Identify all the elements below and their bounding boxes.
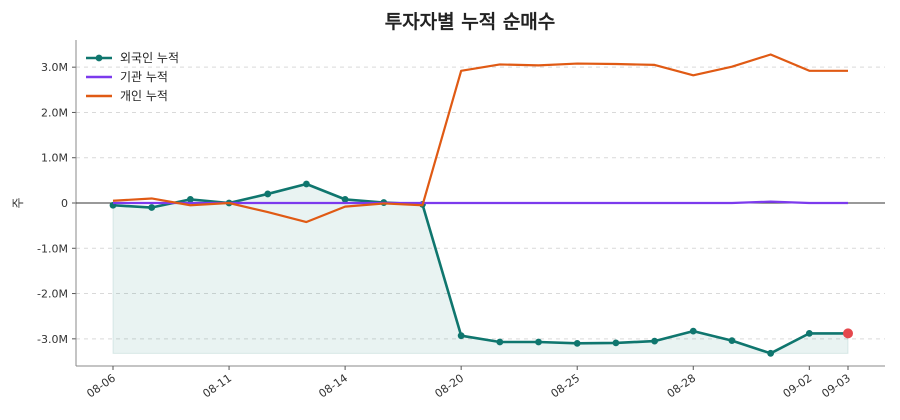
y-axis-label: 주 xyxy=(11,197,25,208)
legend-marker xyxy=(95,54,103,62)
y-tick-label: 1.0M xyxy=(41,152,68,165)
series-lines xyxy=(109,53,853,357)
data-point xyxy=(767,349,775,357)
data-point xyxy=(573,339,581,347)
x-tick-label: 09-02 xyxy=(781,372,815,401)
x-tick-label: 08-25 xyxy=(549,372,583,401)
legend-label: 개인 누적 xyxy=(120,89,168,103)
x-tick-label: 08-11 xyxy=(200,372,234,401)
data-point xyxy=(689,327,697,335)
x-tick-label: 08-06 xyxy=(84,372,118,401)
y-tick-label: 2.0M xyxy=(41,106,68,119)
x-tick-labels: 08-06 08-11 08-14 08-20 08-25 08-28 09-02 09-03 xyxy=(84,372,853,401)
y-tick-label: -3.0M xyxy=(37,333,68,346)
y-tick-labels: 3.0M 2.0M 1.0M 0 -1.0M -2.0M -3.0M xyxy=(37,61,68,346)
chart-title: 투자자별 누적 순매수 xyxy=(385,11,556,33)
data-point xyxy=(496,338,504,346)
y-tick-label: -2.0M xyxy=(37,288,68,301)
series-fills xyxy=(112,183,849,354)
y-tick-label: -1.0M xyxy=(37,242,68,255)
data-point xyxy=(341,195,349,203)
x-tick-label: 09-03 xyxy=(819,372,853,401)
data-point xyxy=(651,337,658,345)
x-tick-label: 08-14 xyxy=(316,372,350,401)
data-point xyxy=(264,190,272,198)
legend-label: 기관 누적 xyxy=(120,70,168,84)
y-tick-label: 0 xyxy=(61,197,68,210)
series-fill-area xyxy=(112,183,849,354)
series-line xyxy=(112,182,848,355)
data-point xyxy=(457,332,465,340)
last-point-marker xyxy=(843,328,853,339)
x-tick-label: 08-28 xyxy=(665,372,699,401)
data-point xyxy=(148,204,156,211)
y-tick-label: 3.0M xyxy=(41,61,68,74)
data-point xyxy=(535,338,542,346)
data-point xyxy=(186,195,194,203)
series-line xyxy=(113,200,848,205)
data-point xyxy=(728,337,736,345)
legend-label: 외국인 누적 xyxy=(120,51,179,65)
data-point xyxy=(805,330,813,337)
data-point xyxy=(303,180,310,188)
series-line xyxy=(112,53,848,224)
x-tick-label: 08-20 xyxy=(433,372,467,401)
data-point xyxy=(612,339,620,347)
